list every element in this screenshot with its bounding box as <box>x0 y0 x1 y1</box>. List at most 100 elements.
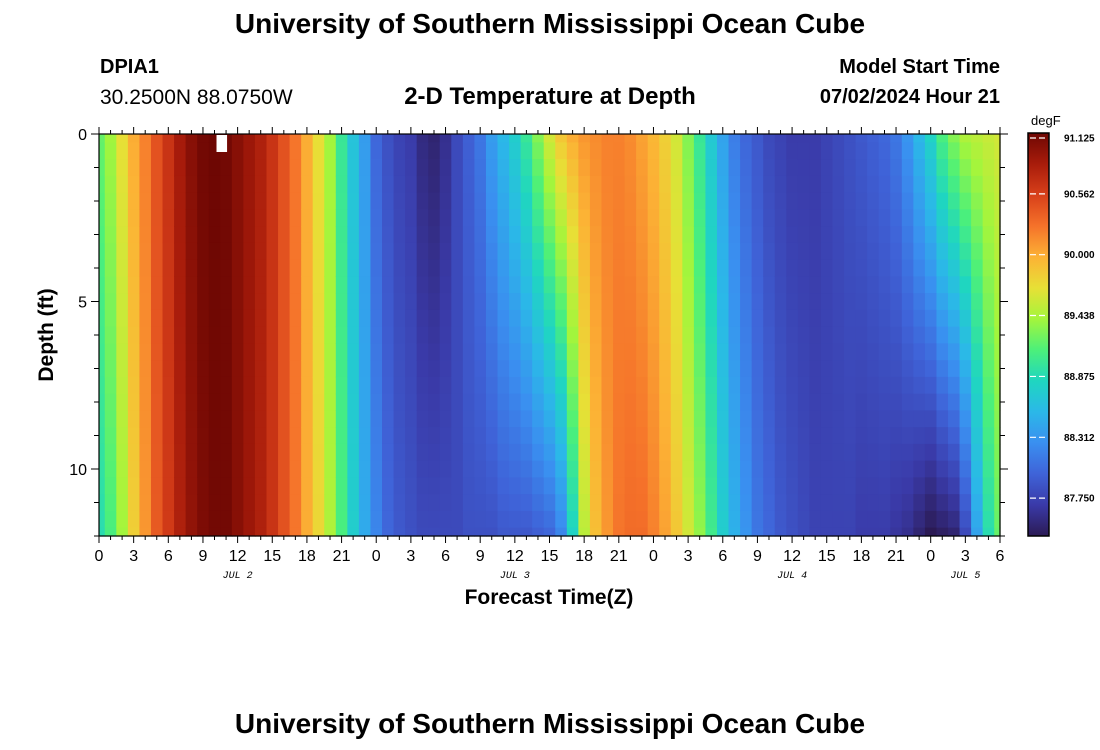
heatmap-cell <box>948 142 961 160</box>
heatmap-cell <box>809 376 822 395</box>
heatmap-cell <box>451 242 464 261</box>
heatmap-cell <box>185 159 198 177</box>
heatmap-cell <box>497 410 510 428</box>
heatmap-cell <box>185 460 198 478</box>
heatmap-cell <box>705 309 718 328</box>
heatmap-cell <box>301 259 314 277</box>
heatmap-cell <box>867 159 880 177</box>
heatmap-cell <box>786 134 799 143</box>
heatmap-cell <box>786 175 799 194</box>
heatmap-cell <box>289 527 302 537</box>
heatmap-cell <box>693 293 707 311</box>
heatmap-cell <box>647 494 660 512</box>
heatmap-cell <box>185 360 198 378</box>
heatmap-cell <box>740 175 753 194</box>
heatmap-cell <box>566 443 579 462</box>
heatmap-cell <box>266 209 279 227</box>
heatmap-cell <box>867 360 880 378</box>
heatmap-cell <box>335 326 348 344</box>
heatmap-cell <box>254 159 268 177</box>
heatmap-cell <box>254 376 268 395</box>
heatmap-cell <box>405 192 418 210</box>
heatmap-cell <box>855 276 868 294</box>
heatmap-cell <box>428 309 441 328</box>
heatmap-cell <box>358 175 372 194</box>
heatmap-cell <box>382 159 395 177</box>
heatmap-cell <box>127 427 141 445</box>
heatmap-cell <box>208 226 221 244</box>
heatmap-cell <box>982 360 995 378</box>
heatmap-cell <box>786 393 799 411</box>
heatmap-cell <box>520 343 533 361</box>
heatmap-cell <box>948 242 961 261</box>
heatmap-cell <box>474 175 487 194</box>
heatmap-cell <box>844 226 857 244</box>
heatmap-cell <box>682 527 695 537</box>
x-tick-label: 6 <box>441 548 450 565</box>
heatmap-cell <box>208 527 221 537</box>
heatmap-cell <box>335 443 348 462</box>
heatmap-cell <box>127 326 141 344</box>
heatmap-cell <box>578 209 591 227</box>
heatmap-cell <box>347 393 360 411</box>
heatmap-cell <box>994 142 1001 160</box>
heatmap-cell <box>439 410 452 428</box>
heatmap-cell <box>924 494 938 512</box>
heatmap-cell <box>509 293 522 311</box>
heatmap-cell <box>451 510 464 529</box>
heatmap-cell <box>555 209 568 227</box>
date-label: JUL 2 <box>223 571 253 582</box>
heatmap-cell <box>312 410 325 428</box>
heatmap-cell <box>393 142 406 160</box>
heatmap-cell <box>740 242 753 261</box>
heatmap-cell <box>428 343 441 361</box>
heatmap-cell <box>405 276 418 294</box>
heatmap-cell <box>104 477 117 495</box>
heatmap-cell <box>416 159 429 177</box>
heatmap-cell <box>335 159 348 177</box>
heatmap-cell <box>867 410 880 428</box>
heatmap-cell <box>589 410 603 428</box>
heatmap-cell <box>613 309 626 328</box>
heatmap-cell <box>185 410 198 428</box>
heatmap-cell <box>693 226 707 244</box>
heatmap-cell <box>901 226 914 244</box>
heatmap-cell <box>474 443 487 462</box>
heatmap-cell <box>901 376 914 395</box>
heatmap-cell <box>347 510 360 529</box>
heatmap-cell <box>763 142 776 160</box>
heatmap-cell <box>913 460 926 478</box>
heatmap-cell <box>844 376 857 395</box>
heatmap-cell <box>971 242 984 261</box>
heatmap-cell <box>751 293 764 311</box>
heatmap-cell <box>474 510 487 529</box>
heatmap-cell <box>462 393 476 411</box>
heatmap-cell <box>266 242 279 261</box>
heatmap-cell <box>254 393 268 411</box>
heatmap-cell <box>670 192 683 210</box>
heatmap-cell <box>693 159 707 177</box>
heatmap-cell <box>751 259 764 277</box>
heatmap-cell <box>636 494 649 512</box>
heatmap-cell <box>855 293 868 311</box>
heatmap-cell <box>647 360 660 378</box>
x-tick-label: 6 <box>718 548 727 565</box>
heatmap-cell <box>971 376 984 395</box>
heatmap-cell <box>99 259 106 277</box>
heatmap-cell <box>451 494 464 512</box>
heatmap-cell <box>382 494 395 512</box>
heatmap-cell <box>254 443 268 462</box>
heatmap-cell <box>266 443 279 462</box>
heatmap-cell <box>763 427 776 445</box>
heatmap-cell <box>670 527 683 537</box>
heatmap-cell <box>104 134 117 143</box>
heatmap-cell <box>220 209 233 227</box>
heatmap-cell <box>867 293 880 311</box>
heatmap-cell <box>624 309 637 328</box>
heatmap-cell <box>948 259 961 277</box>
heatmap-cell <box>589 443 603 462</box>
heatmap-cell <box>324 477 337 495</box>
heatmap-cell <box>636 343 649 361</box>
heatmap-cell <box>878 410 891 428</box>
heatmap-cell <box>751 309 764 328</box>
